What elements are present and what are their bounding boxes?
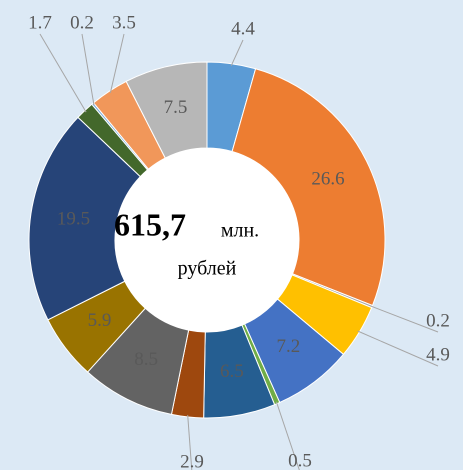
value-label: 5.9: [88, 310, 112, 331]
value-label: 0.5: [288, 450, 312, 470]
leader-line: [81, 33, 95, 106]
leader-line: [187, 414, 193, 470]
leader-line: [370, 305, 439, 333]
donut-hole: [115, 148, 299, 332]
value-label: 4.4: [231, 18, 255, 39]
value-label: 8.5: [134, 349, 158, 370]
slices: 26.6 7.2 6.5 8.5 5.9 19.5 7.5: [28, 61, 386, 419]
center-value: 615,7: [114, 206, 186, 242]
leader-line: [275, 401, 300, 470]
center-text: рублей: [178, 258, 237, 280]
value-label: 7.5: [164, 97, 188, 118]
leader-line: [109, 33, 125, 94]
leader-line: [39, 33, 87, 113]
value-label: 4.9: [426, 344, 450, 365]
value-label: 19.5: [57, 208, 90, 229]
leader-line: [357, 330, 439, 367]
value-label: 7.2: [277, 336, 301, 357]
value-label: 6.5: [220, 361, 244, 382]
value-label: 3.5: [112, 12, 136, 33]
value-label: 26.6: [311, 169, 344, 190]
value-label: 1.7: [28, 12, 52, 33]
value-label: 0.2: [70, 12, 94, 33]
value-label: 0.2: [426, 310, 450, 331]
leader-line: [230, 39, 244, 66]
center-unit: млн.: [221, 220, 259, 242]
value-label: 2.9: [180, 451, 204, 470]
